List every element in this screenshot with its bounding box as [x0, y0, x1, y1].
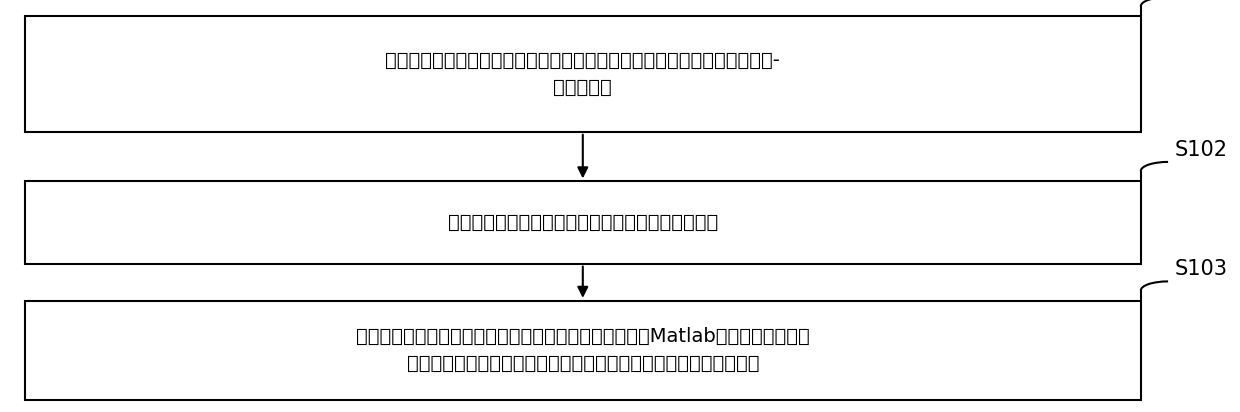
- Text: 首先利用欧拉格数值求解机器人运动学模型，建立在饱和约束条件下的控制-: 首先利用欧拉格数值求解机器人运动学模型，建立在饱和约束条件下的控制-: [386, 51, 780, 70]
- Text: 最后将确定的控制量作用与机器人，实现轨迹跟踪；基于Matlab，对直线、正弦、: 最后将确定的控制量作用与机器人，实现轨迹跟踪；基于Matlab，对直线、正弦、: [356, 327, 810, 346]
- FancyBboxPatch shape: [25, 16, 1141, 132]
- FancyBboxPatch shape: [25, 181, 1141, 264]
- FancyBboxPatch shape: [25, 301, 1141, 400]
- Text: 轨迹关系表: 轨迹关系表: [553, 78, 613, 97]
- Text: S103: S103: [1174, 259, 1228, 279]
- Text: S102: S102: [1174, 140, 1228, 160]
- Text: 其次根据提出的欧式距离最短判据查表，确定控制量: 其次根据提出的欧式距离最短判据查表，确定控制量: [448, 213, 718, 232]
- Text: 余弦和圆等不同特性轨迹的跟踪仿真结果，验证了所提算法的有效性: 余弦和圆等不同特性轨迹的跟踪仿真结果，验证了所提算法的有效性: [407, 354, 759, 373]
